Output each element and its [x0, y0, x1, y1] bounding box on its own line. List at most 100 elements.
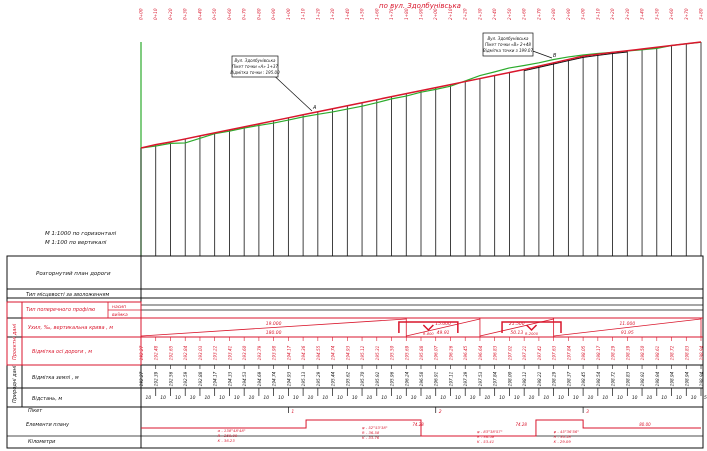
row-design-elev-label: Відмітка осі дороги , м: [32, 349, 92, 355]
profile-title: по вул. Здолбунівська: [379, 2, 461, 10]
picket-label: 2+10: [448, 8, 453, 20]
design-elevation-value: 194.17: [286, 345, 291, 360]
design-elevation-value: 197.84: [566, 345, 571, 360]
vertical-curve-bracket: [501, 321, 562, 333]
picket-label: 1+70: [389, 8, 394, 20]
callout-b-line1: Вул. Здолбунівська: [488, 36, 529, 41]
picket-value: 2: [439, 409, 442, 415]
design-elevation-value: 192.48: [154, 345, 159, 360]
picket-label: 0+50: [212, 8, 217, 20]
callout-a-line3: Відмітка точки : 195.00: [230, 70, 280, 75]
picket-label: 3+80: [699, 8, 704, 20]
picket-label: 0+10: [153, 8, 158, 20]
picket-label: 0+00: [139, 8, 144, 20]
curve-parameter: φ - 45°36'56": [554, 429, 580, 434]
ground-elevation-value: 194.93: [286, 371, 291, 386]
design-elevation-value: 193.79: [257, 345, 262, 360]
distance-value: 10: [204, 395, 210, 401]
ground-elevation-value: 197.53: [478, 371, 483, 386]
distance-value: 10: [411, 395, 417, 401]
ground-elevation-value: 198.54: [596, 371, 601, 386]
ground-elevation-value: 196.58: [419, 371, 424, 386]
curve-parameter: φ - 52°53'38": [362, 425, 388, 430]
distance-value: 10: [514, 395, 520, 401]
design-elevation-value: 193.98: [272, 345, 277, 360]
design-elevation-value: 193.22: [213, 345, 218, 360]
callout-a-line2: Пікет точки «А» 1+37: [232, 64, 278, 69]
row-slope-label: Ухил, ‰, вертикальна крива , м: [28, 325, 113, 331]
picket-label: 0+40: [197, 8, 202, 20]
ground-elevation-value: 198.00: [507, 371, 512, 386]
design-elevation-value: 197.02: [507, 345, 512, 360]
picket-label: 0+90: [271, 8, 276, 20]
picket-label: 1+60: [374, 8, 379, 20]
design-data-frame: [6, 301, 703, 366]
design-elevation-value: 194.74: [331, 345, 336, 360]
design-elevation-value: 192.27: [139, 345, 144, 360]
picket-label: 0+70: [242, 8, 247, 20]
ground-elevation-value: 192.56: [168, 371, 173, 386]
distance-value: 10: [381, 395, 387, 401]
curve-parameter: K - 29.09: [554, 439, 572, 444]
distance-value: 10: [588, 395, 594, 401]
picket-label: 2+30: [477, 8, 482, 20]
row-kilometer-label: Кілометри: [28, 439, 56, 445]
ground-elevation-value: 198.94: [699, 371, 704, 386]
side-group-natural: Природні дані: [12, 365, 18, 403]
distance-value: 10: [190, 395, 196, 401]
distance-value: 10: [249, 395, 255, 401]
design-elevation-value: 198.05: [581, 345, 586, 360]
side-group-design: Проєктні дані: [12, 323, 18, 360]
picket-label: 1+40: [345, 8, 350, 20]
ground-elevation-value: 195.62: [345, 371, 350, 386]
design-elevation-value: 198.72: [670, 345, 675, 360]
ground-elevation-value: 197.39: [463, 371, 468, 386]
horizontal-scale-label: М 1:1000 по горизонталі: [45, 231, 117, 237]
curve-parameter: R - 36.58: [477, 434, 495, 439]
vertical-scale-label: М 1:100 по вертикалі: [45, 240, 107, 246]
vertical-curve-arrow: [525, 324, 538, 332]
picket-label: 3+50: [654, 8, 659, 20]
distance-value: 10: [337, 395, 343, 401]
ground-elevation-value: 192.59: [183, 371, 188, 386]
callout-b-line2: Пікет точки «В» 2+48: [485, 42, 531, 47]
row-plan-elements-label: Елементи плану: [26, 422, 70, 428]
picket-label: 2+20: [463, 8, 468, 20]
curve-parameter: K - 33.76: [362, 435, 380, 440]
distance-value: 10: [308, 395, 314, 401]
design-elevation-value: 198.83: [684, 345, 689, 360]
vertical-curve-label: R-2000: [525, 332, 539, 336]
ground-elevation-value: 194.53: [242, 371, 247, 386]
ground-elevation-value: 198.37: [566, 371, 571, 386]
slope-value: 11.000: [619, 321, 635, 327]
vertical-curve-bracket: [398, 321, 459, 333]
picket-label: 3+20: [610, 8, 615, 20]
slope-diagonal: [406, 318, 481, 337]
ground-elevation-value: 196.91: [434, 371, 439, 386]
design-elevation-value: 195.31: [375, 345, 380, 360]
design-elevation-value: 197.63: [552, 345, 557, 360]
curve-parameter: R - 250.00: [218, 433, 238, 438]
ground-elevation-value: 195.44: [331, 371, 336, 386]
ground-elevation-value: 198.29: [552, 371, 557, 386]
callout-a-point: А: [312, 105, 317, 111]
ground-elevation-value: 194.17: [213, 371, 218, 386]
design-elevation-value: 195.12: [360, 345, 365, 360]
design-elevation-value: 192.65: [168, 345, 173, 360]
design-elevation-value: 192.84: [183, 345, 188, 360]
distance-value: 10: [470, 395, 476, 401]
picket-label: 3+30: [625, 8, 630, 20]
picket-label: 3+60: [669, 8, 674, 20]
design-elevation-value: 198.50: [640, 345, 645, 360]
row-picket-label: Пікет: [28, 408, 43, 414]
ground-elevation-value: 192.27: [139, 371, 144, 386]
picket-label: 3+70: [684, 8, 689, 20]
distance-value: 10: [499, 395, 505, 401]
picket-label: 1+20: [315, 8, 320, 20]
picket-label: 2+40: [492, 8, 497, 20]
slope-length: 49.91: [437, 330, 450, 336]
straight-length: 80.00: [639, 422, 651, 427]
ground-elevation-value: 198.94: [655, 371, 660, 386]
ground-elevation-value: 198.22: [537, 371, 542, 386]
picket-label: 1+90: [419, 8, 424, 20]
